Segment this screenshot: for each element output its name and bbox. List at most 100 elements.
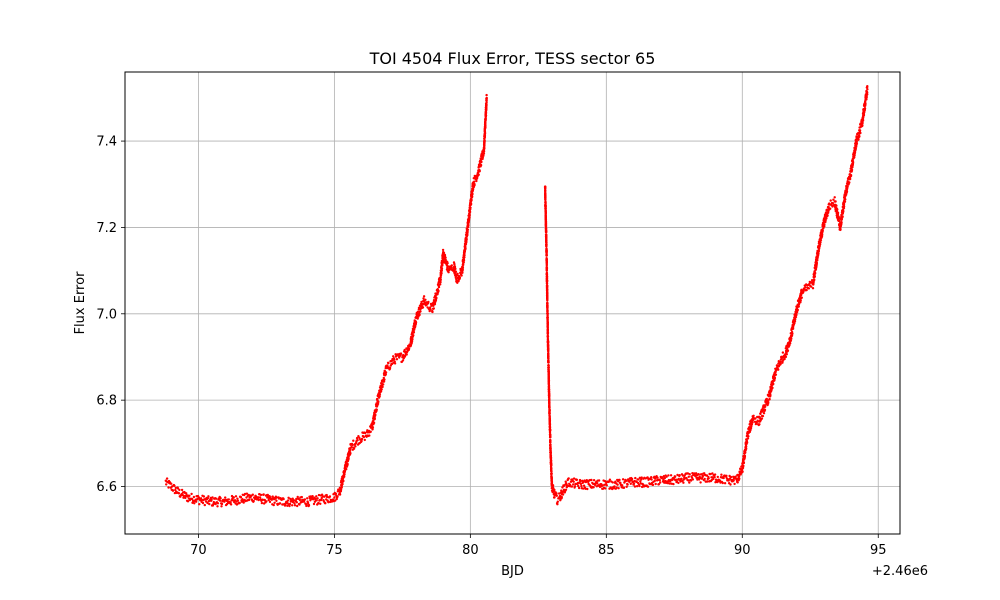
data-point bbox=[268, 500, 272, 504]
data-point bbox=[545, 250, 548, 254]
data-point bbox=[721, 481, 724, 485]
data-point bbox=[829, 207, 832, 210]
data-point bbox=[442, 251, 446, 255]
data-point bbox=[273, 501, 276, 504]
data-point bbox=[691, 478, 695, 481]
data-point bbox=[546, 309, 549, 312]
data-point bbox=[727, 479, 730, 482]
data-point bbox=[676, 473, 679, 477]
data-point bbox=[295, 497, 298, 501]
data-point bbox=[262, 493, 265, 496]
data-point bbox=[482, 150, 486, 153]
data-point bbox=[206, 497, 210, 500]
data-point bbox=[816, 259, 819, 262]
data-point bbox=[547, 392, 551, 395]
data-point bbox=[192, 495, 196, 499]
data-point bbox=[625, 485, 628, 488]
data-point bbox=[349, 452, 352, 455]
data-point bbox=[437, 289, 440, 293]
data-point bbox=[201, 501, 205, 505]
y-tick-label: 7.2 bbox=[96, 221, 117, 236]
x-axis-offset-label: +2.46e6 bbox=[872, 564, 928, 579]
data-point bbox=[616, 483, 619, 486]
data-point bbox=[758, 423, 761, 426]
data-point bbox=[546, 335, 550, 338]
data-point bbox=[549, 441, 552, 444]
data-point bbox=[697, 473, 700, 476]
data-point bbox=[689, 479, 693, 482]
data-point bbox=[545, 241, 548, 244]
data-point bbox=[639, 480, 642, 483]
data-point bbox=[545, 233, 548, 236]
data-point bbox=[858, 129, 862, 132]
data-point bbox=[629, 482, 632, 485]
data-point bbox=[319, 502, 322, 505]
data-point bbox=[685, 476, 688, 480]
data-point bbox=[544, 185, 547, 188]
data-point bbox=[236, 497, 239, 500]
data-point bbox=[829, 199, 832, 202]
data-point bbox=[441, 248, 445, 252]
data-point bbox=[410, 339, 414, 343]
data-point bbox=[786, 347, 789, 350]
data-point bbox=[743, 454, 747, 458]
y-tick-label: 6.8 bbox=[96, 394, 117, 409]
data-point bbox=[548, 394, 551, 398]
data-point bbox=[177, 492, 181, 495]
data-point bbox=[842, 210, 845, 213]
data-point bbox=[705, 474, 709, 477]
y-tick-label: 6.6 bbox=[96, 480, 117, 495]
data-point bbox=[859, 131, 862, 135]
data-point bbox=[188, 494, 191, 497]
data-point bbox=[762, 412, 766, 415]
data-point bbox=[286, 504, 289, 507]
data-point bbox=[544, 202, 547, 205]
data-point bbox=[862, 116, 865, 119]
data-point bbox=[545, 258, 548, 261]
data-point bbox=[334, 499, 337, 502]
data-point bbox=[379, 390, 383, 393]
data-point bbox=[691, 472, 694, 475]
data-point bbox=[346, 463, 349, 466]
data-point bbox=[461, 271, 464, 274]
data-point bbox=[733, 482, 736, 486]
data-point bbox=[577, 484, 580, 488]
data-point bbox=[790, 334, 794, 337]
data-point bbox=[646, 485, 650, 488]
data-point bbox=[607, 480, 611, 483]
data-point bbox=[257, 498, 260, 502]
data-point bbox=[441, 261, 444, 264]
data-point bbox=[686, 472, 690, 475]
x-tick-label: 80 bbox=[462, 543, 479, 558]
data-point bbox=[551, 484, 555, 487]
data-point bbox=[545, 267, 549, 270]
data-point bbox=[793, 319, 797, 323]
data-point bbox=[265, 500, 268, 503]
data-point bbox=[549, 445, 552, 449]
data-point bbox=[546, 324, 549, 327]
data-point bbox=[716, 475, 719, 479]
data-point bbox=[229, 503, 233, 506]
data-point bbox=[231, 499, 235, 502]
data-point bbox=[621, 484, 624, 487]
data-point bbox=[293, 504, 297, 507]
x-axis-label: BJD bbox=[501, 564, 524, 579]
data-point bbox=[849, 174, 853, 177]
data-point bbox=[550, 476, 553, 479]
data-point bbox=[416, 317, 419, 320]
data-point bbox=[855, 142, 859, 145]
data-point bbox=[355, 436, 359, 440]
data-point bbox=[750, 423, 754, 426]
data-point bbox=[569, 480, 573, 483]
data-point bbox=[638, 476, 642, 479]
data-point bbox=[564, 488, 568, 491]
data-point bbox=[545, 269, 548, 272]
data-point bbox=[178, 488, 181, 492]
data-point bbox=[729, 475, 733, 479]
data-point bbox=[413, 328, 416, 331]
data-point bbox=[608, 478, 612, 481]
data-point bbox=[352, 439, 355, 442]
data-point bbox=[482, 152, 486, 155]
data-point bbox=[485, 96, 488, 100]
data-point bbox=[837, 217, 841, 220]
